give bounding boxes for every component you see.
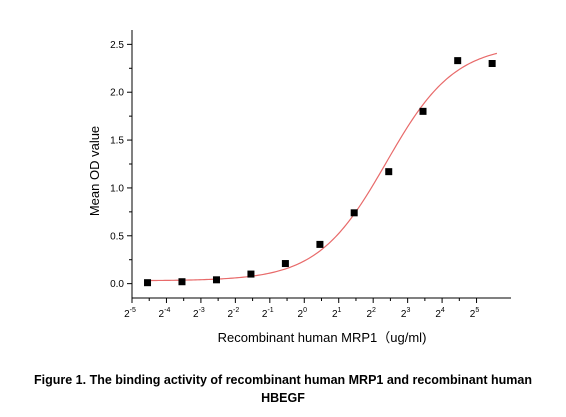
x-tick-label: 25	[470, 307, 480, 320]
x-axis-title: Recombinant human MRP1（ug/ml)	[218, 330, 427, 345]
x-tick-label: 2-3	[193, 307, 205, 320]
x-tick-label: 22	[366, 307, 376, 320]
y-tick-label: 1.0	[110, 183, 124, 194]
y-tick-label: 2.5	[110, 40, 124, 51]
x-tick-label: 21	[332, 307, 342, 320]
data-point	[488, 60, 496, 67]
figure-caption-continued: HBEGF	[261, 391, 305, 405]
data-point	[316, 240, 324, 248]
x-tick-label: 20	[298, 307, 308, 320]
data-point	[454, 57, 462, 65]
data-point	[350, 209, 358, 217]
data-point	[178, 278, 186, 286]
y-tick-label: 1.5	[110, 136, 124, 147]
chart: 0.0 0.5 1.0 1.5 2.0 2.5 2-5 2-4 2-3 2-2 2-1 20 21 22 2…	[87, 30, 511, 345]
fit-curve	[147, 52, 498, 282]
data-point	[144, 279, 152, 287]
x-tick-label: 2-2	[227, 307, 239, 320]
y-tick-label: 0.0	[110, 279, 124, 290]
data-point	[212, 276, 220, 284]
data-point	[281, 260, 289, 268]
x-tick-label: 24	[435, 307, 445, 320]
y-axis-title: Mean OD value	[87, 126, 102, 216]
x-tick-label: 2-4	[159, 307, 171, 320]
y-tick-label: 0.5	[110, 231, 124, 242]
data-point	[385, 168, 393, 176]
x-tick-label: 23	[401, 307, 411, 320]
plot-area: 0.0 0.5 1.0 1.5 2.0 2.5 2-5 2-4 2-3 2-2 2-1 20 21 22 2…	[110, 30, 511, 320]
x-tick-label: 2-1	[262, 307, 274, 320]
y-tick-label: 2.0	[110, 88, 124, 99]
x-tick-label: 2-5	[124, 307, 136, 320]
data-point	[419, 107, 427, 115]
data-point	[247, 270, 255, 278]
figure-caption: Figure 1. The binding activity of recomb…	[34, 373, 532, 387]
